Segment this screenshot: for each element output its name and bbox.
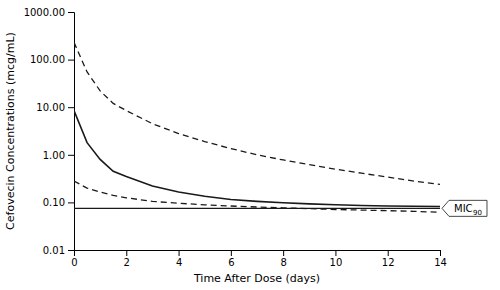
tick: 0 <box>71 250 77 268</box>
tick-label: 100.00 <box>30 54 65 65</box>
line <box>74 181 440 212</box>
tick-label: 1000.00 <box>24 7 65 18</box>
x-axis-title: Time After Dose (days) <box>193 272 320 285</box>
tick: 14 <box>434 250 447 268</box>
tick-mark <box>440 250 441 256</box>
tick: 0.10 <box>43 197 74 208</box>
y-axis-title: Cefovecin Concentrations (mcg/mL) <box>4 32 17 230</box>
line <box>74 111 440 207</box>
x-axis: 0 2 4 6 8 10 12 14 <box>71 250 447 268</box>
tick-label: 10 <box>330 257 343 268</box>
tick: 1.00 <box>43 150 74 161</box>
annotation-box <box>442 200 487 216</box>
annotation-subscript: 90 <box>473 209 482 217</box>
annotation-text: MIC <box>454 203 473 214</box>
axis-line <box>68 13 75 251</box>
tick-mark <box>335 250 336 256</box>
tick: 4 <box>176 250 182 268</box>
tick-label: 12 <box>382 257 395 268</box>
tick: 1000.00 <box>24 7 74 18</box>
tick: 0.01 <box>43 245 74 256</box>
tick: 100.00 <box>30 54 74 65</box>
tick: 2 <box>124 250 130 268</box>
tick-mark <box>68 250 74 251</box>
plot-area <box>74 42 440 212</box>
tick-label: 6 <box>228 257 234 268</box>
tick-mark <box>68 155 74 156</box>
tick: 8 <box>280 250 286 268</box>
tick-mark <box>283 250 284 256</box>
tick: 12 <box>382 250 395 268</box>
tick-label: 10.00 <box>36 102 65 113</box>
tick-mark <box>68 12 74 13</box>
tick-label: 0 <box>71 257 77 268</box>
tick-mark <box>179 250 180 256</box>
annotation: MIC90 <box>442 200 487 217</box>
tick-mark <box>68 60 74 61</box>
tick-label: 1.00 <box>43 150 65 161</box>
tick-label: 4 <box>176 257 182 268</box>
tick-label: 14 <box>434 257 447 268</box>
tick-label: 0.10 <box>43 197 65 208</box>
tick-mark <box>126 250 127 256</box>
tick: 6 <box>228 250 234 268</box>
line <box>74 42 440 184</box>
tick-label: 0.01 <box>43 245 65 256</box>
tick-mark <box>231 250 232 256</box>
axis-line <box>75 251 441 257</box>
tick-mark <box>388 250 389 256</box>
reference-line <box>74 208 440 209</box>
tick-mark <box>68 107 74 108</box>
tick-label: 2 <box>124 257 130 268</box>
chart: 0 2 4 6 8 10 12 14 0.01 0.10 1.00 10.00 100.00 1000.0… <box>0 0 500 290</box>
y-axis: 0.01 0.10 1.00 10.00 100.00 1000.00 <box>24 7 75 256</box>
tick: 10.00 <box>36 102 74 113</box>
tick-label: 8 <box>280 257 286 268</box>
tick-mark <box>68 202 74 203</box>
tick: 10 <box>330 250 343 268</box>
